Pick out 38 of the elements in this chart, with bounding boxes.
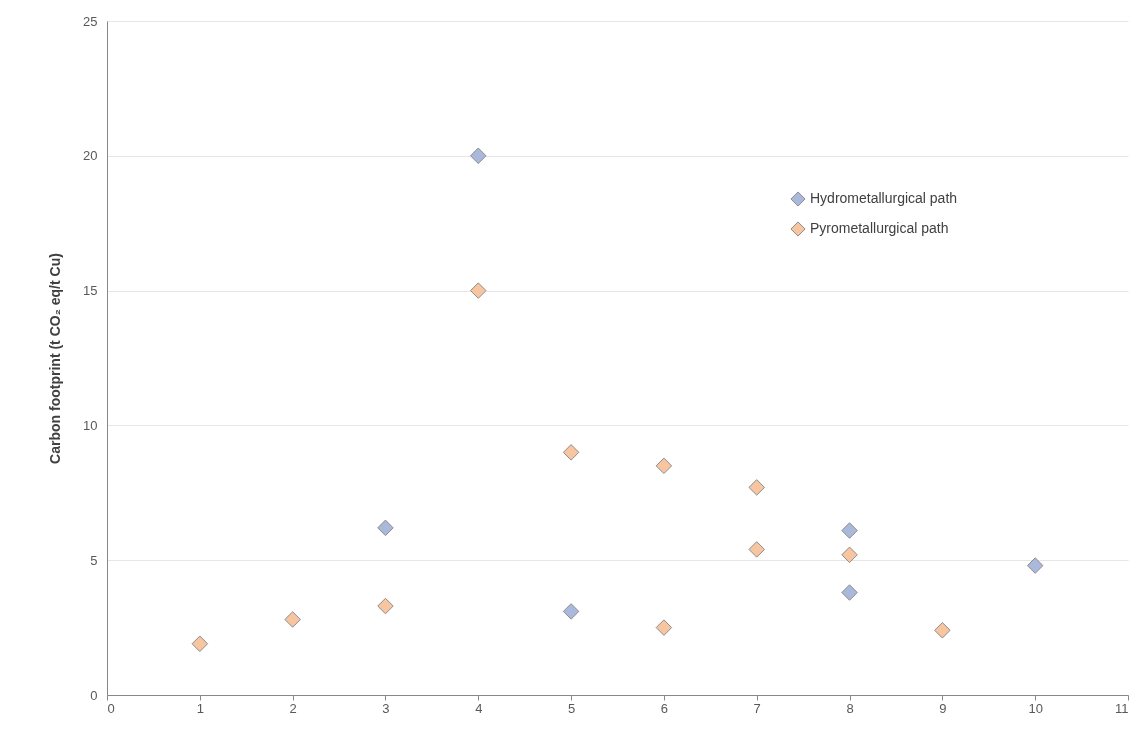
x-tick-label: 0: [107, 700, 115, 716]
point: [284, 611, 301, 628]
y-tick-label: 15: [83, 283, 98, 299]
point: [470, 282, 487, 299]
point: [377, 519, 394, 537]
point: [470, 147, 487, 165]
point: [841, 522, 858, 539]
point: [748, 479, 765, 496]
x-tick-label: 8: [846, 700, 854, 716]
point: [934, 622, 951, 639]
point: [1026, 557, 1044, 574]
point: [841, 584, 858, 601]
point: [841, 546, 858, 564]
y-tick-label: 25: [83, 13, 98, 29]
point: [748, 541, 765, 558]
x-tick-label: 11: [1115, 700, 1129, 716]
x-tick-label: 10: [1028, 700, 1043, 716]
x-tick-label: 1: [196, 700, 204, 716]
point: [655, 457, 673, 475]
legend-label: Pyrometallurgical path: [810, 220, 949, 236]
x-tick-label: 2: [289, 700, 297, 716]
y-axis-title: Carbon footprint (t CO₂ eq/t Cu): [47, 253, 64, 464]
point: [655, 619, 673, 636]
legend-label: Hydrometallurgical path: [810, 190, 958, 206]
y-tick-label: 20: [83, 148, 98, 164]
x-tick-label: 3: [382, 700, 390, 716]
x-tick-label: 7: [753, 700, 761, 716]
point: [562, 603, 580, 620]
x-tick-label: 4: [475, 700, 483, 716]
y-tick-label: 10: [83, 417, 98, 433]
point: [191, 635, 209, 653]
point: [377, 597, 394, 615]
x-tick-label: 5: [567, 700, 576, 716]
x-tick-label: 9: [939, 700, 947, 716]
y-tick-label: 5: [90, 552, 98, 568]
point: [562, 444, 580, 461]
y-tick-label: 0: [90, 687, 98, 703]
x-tick-label: 6: [660, 700, 669, 716]
